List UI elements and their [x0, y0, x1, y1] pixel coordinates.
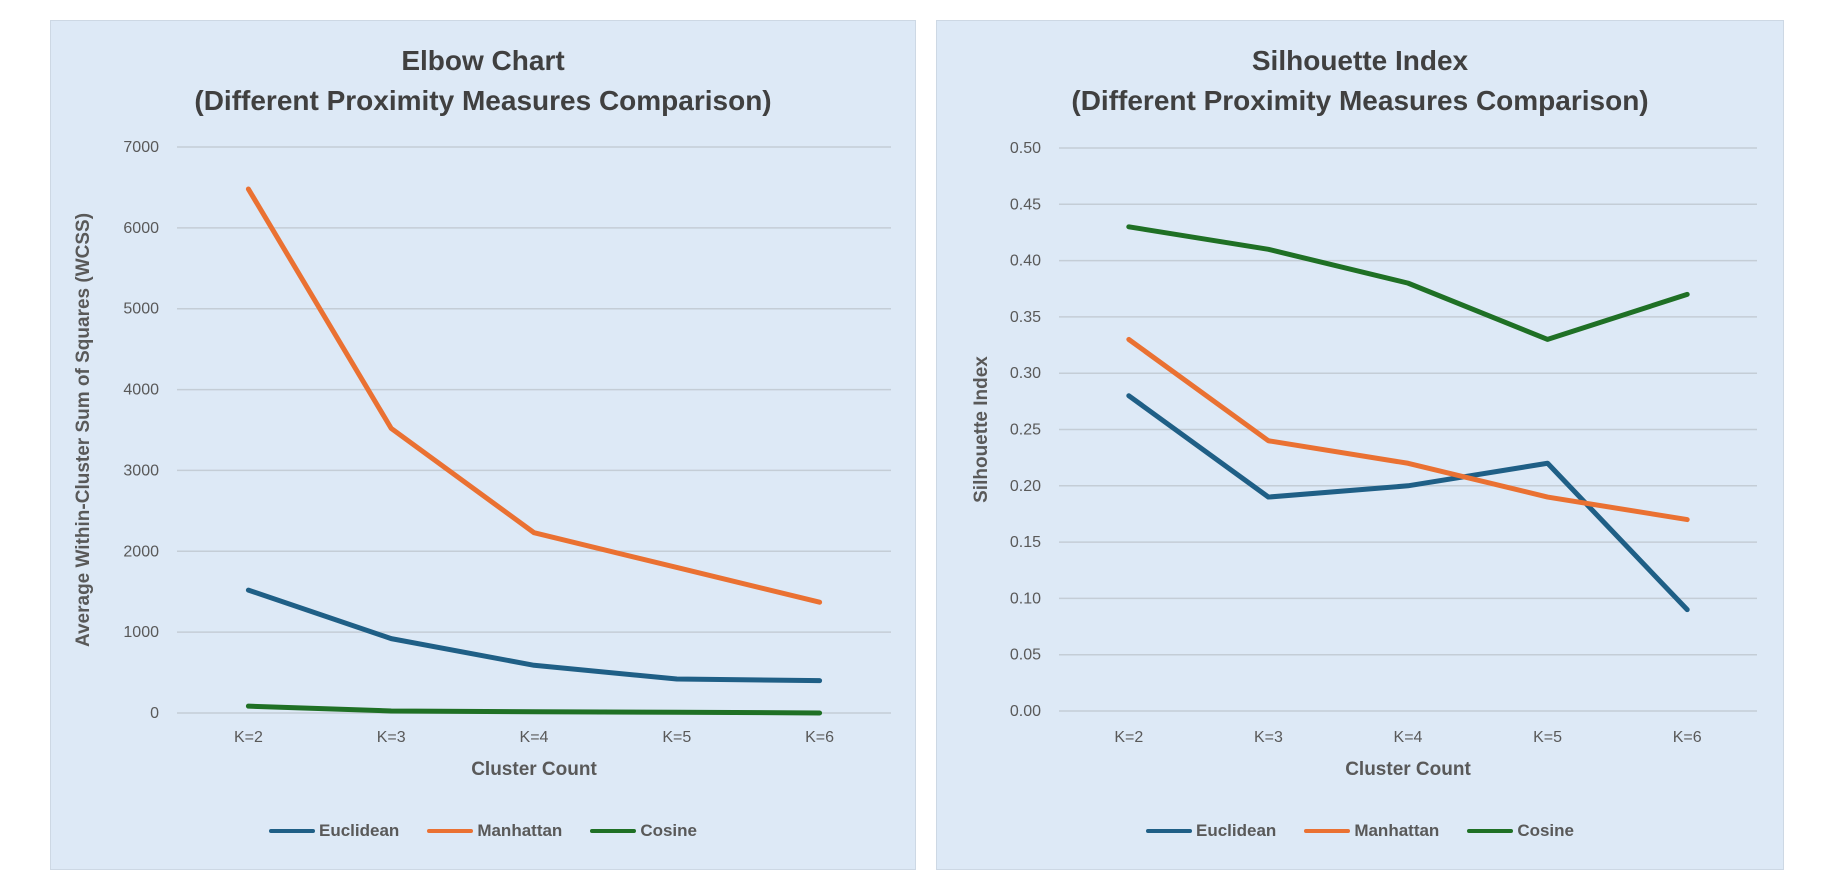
- y-tick-label: 0.25: [1010, 422, 1041, 439]
- y-tick-label: 6000: [123, 220, 159, 237]
- y-tick-label: 0.40: [1010, 253, 1041, 270]
- y-tick-label: 0.05: [1010, 647, 1041, 664]
- legend-swatch: [1467, 829, 1514, 833]
- legend-label: Cosine: [1517, 821, 1574, 840]
- series-line-euclidean: [245, 587, 823, 684]
- y-tick-label: 0.35: [1010, 309, 1041, 326]
- chart-title-line-2: (Different Proximity Measures Comparison…: [1071, 85, 1649, 116]
- legend-swatch: [590, 829, 637, 833]
- elbow-chart-panel: Elbow Chart (Different Proximity Measure…: [50, 20, 916, 870]
- legend-item-euclidean: Euclidean: [269, 821, 399, 841]
- legend-label: Manhattan: [1354, 821, 1440, 840]
- x-tick-label: K=5: [662, 729, 691, 746]
- legend-item-cosine: Cosine: [590, 821, 697, 841]
- x-axis-title: Cluster Count: [471, 759, 597, 780]
- series-line-cosine: [245, 703, 823, 716]
- y-tick-label: 0.10: [1010, 590, 1041, 607]
- x-tick-label: K=4: [1394, 729, 1423, 746]
- x-tick-label: K=2: [1114, 729, 1143, 746]
- chart-title: Silhouette Index (Different Proximity Me…: [937, 41, 1783, 121]
- legend-item-manhattan: Manhattan: [1304, 821, 1439, 841]
- legend-swatch: [427, 829, 474, 833]
- x-axis-title: Cluster Count: [1345, 759, 1471, 780]
- legend-label: Euclidean: [1196, 821, 1277, 840]
- legend-swatch: [1304, 829, 1351, 833]
- y-tick-label: 5000: [123, 301, 159, 318]
- y-tick-label: 0.00: [1010, 703, 1041, 720]
- y-tick-label: 0.15: [1010, 534, 1041, 551]
- legend-label: Manhattan: [477, 821, 563, 840]
- legend-item-manhattan: Manhattan: [427, 821, 562, 841]
- y-tick-label: 3000: [123, 462, 159, 479]
- chart-title-line-1: Elbow Chart: [401, 45, 565, 76]
- y-tick-label: 0.20: [1010, 478, 1041, 495]
- y-tick-label: 4000: [123, 382, 159, 399]
- y-tick-label: 1000: [123, 624, 159, 641]
- series-line-euclidean: [1126, 393, 1690, 613]
- y-tick-label: 7000: [123, 139, 159, 156]
- chart-title-line-2: (Different Proximity Measures Comparison…: [194, 85, 772, 116]
- y-tick-label: 0: [150, 705, 159, 722]
- legend-swatch: [269, 829, 315, 833]
- x-tick-label: K=4: [520, 729, 549, 746]
- chart-title: Elbow Chart (Different Proximity Measure…: [51, 41, 915, 121]
- x-tick-label: K=2: [234, 729, 263, 746]
- silhouette-chart-plot: 0.00 0.05 0.10 0.15 0.20 0.25 0.30 0.35 0.40 0.45…: [971, 140, 1757, 780]
- x-tick-label: K=6: [805, 729, 834, 746]
- legend-label: Cosine: [640, 821, 697, 840]
- y-tick-label: 2000: [123, 543, 159, 560]
- y-axis-title: Average Within-Cluster Sum of Squares (W…: [73, 213, 94, 647]
- legend-label: Euclidean: [319, 821, 400, 840]
- chart-legend: Euclidean Manhattan Cosine: [51, 821, 915, 841]
- y-tick-label: 0.50: [1010, 140, 1041, 157]
- x-tick-label: K=5: [1533, 729, 1562, 746]
- legend-swatch: [1146, 829, 1192, 833]
- chart-title-line-1: Silhouette Index: [1251, 45, 1469, 76]
- elbow-chart-plot: 0 1000 2000 3000 4000 5000 6000 7000 K=2 K=3 K=4 K=…: [73, 139, 891, 780]
- x-tick-label: K=6: [1673, 729, 1702, 746]
- chart-legend: Euclidean Manhattan Cosine: [937, 821, 1783, 841]
- x-tick-label: K=3: [377, 729, 406, 746]
- y-tick-label: 0.45: [1010, 196, 1041, 213]
- legend-item-cosine: Cosine: [1467, 821, 1574, 841]
- silhouette-chart-panel: Silhouette Index (Different Proximity Me…: [936, 20, 1784, 870]
- y-tick-label: 0.30: [1010, 365, 1041, 382]
- legend-item-euclidean: Euclidean: [1146, 821, 1276, 841]
- series-line-manhattan: [1126, 336, 1690, 523]
- series-line-manhattan: [245, 186, 823, 605]
- x-tick-label: K=3: [1254, 729, 1283, 746]
- y-axis-title: Silhouette Index: [971, 356, 992, 503]
- series-line-cosine: [1126, 224, 1690, 342]
